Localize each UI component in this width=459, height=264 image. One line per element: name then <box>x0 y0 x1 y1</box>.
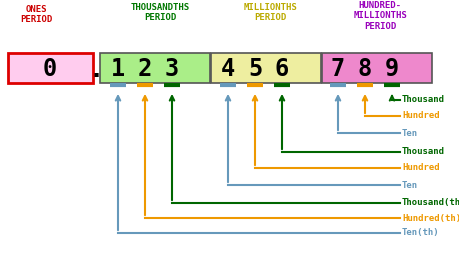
Text: 7: 7 <box>331 57 345 81</box>
Text: 3: 3 <box>165 57 179 81</box>
Text: Thousand: Thousand <box>402 96 445 105</box>
Text: ONES
PERIOD: ONES PERIOD <box>20 5 52 24</box>
Text: Thousand: Thousand <box>402 148 445 157</box>
Bar <box>211 53 321 83</box>
Text: 9: 9 <box>385 57 399 81</box>
Text: Ten: Ten <box>402 129 418 138</box>
Bar <box>100 53 210 83</box>
Text: 2: 2 <box>138 57 152 81</box>
Text: 1: 1 <box>111 57 125 81</box>
Text: Hundred(th): Hundred(th) <box>402 214 459 223</box>
Text: 6: 6 <box>275 57 289 81</box>
Text: Hundred: Hundred <box>402 111 440 120</box>
Text: MILLIONTHS
PERIOD: MILLIONTHS PERIOD <box>243 3 297 22</box>
Text: Hundred: Hundred <box>402 163 440 172</box>
Bar <box>8 53 93 83</box>
Text: .: . <box>89 58 103 82</box>
Bar <box>322 53 432 83</box>
Text: Thousand(th): Thousand(th) <box>402 199 459 208</box>
Text: THOUSANDTHS
PERIOD: THOUSANDTHS PERIOD <box>130 3 190 22</box>
Text: 5: 5 <box>248 57 262 81</box>
Text: HUNDRED-
MILLIONTHS
PERIOD: HUNDRED- MILLIONTHS PERIOD <box>353 1 407 31</box>
Text: Ten(th): Ten(th) <box>402 229 440 238</box>
Text: 8: 8 <box>358 57 372 81</box>
Text: 0: 0 <box>43 57 57 81</box>
Text: 4: 4 <box>221 57 235 81</box>
Text: Ten: Ten <box>402 181 418 190</box>
